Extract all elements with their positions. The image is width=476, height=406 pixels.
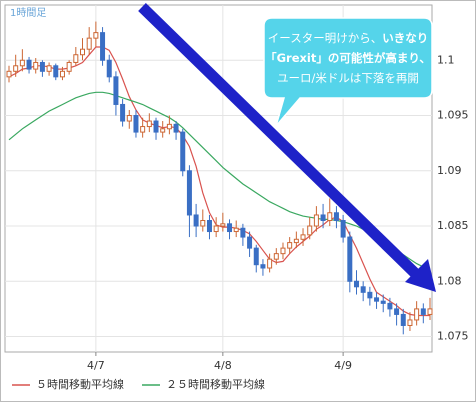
candle-body (180, 131, 186, 172)
annotation-line: ユーロ/米ドルは下落を再開 (277, 71, 419, 85)
candle-body (253, 247, 259, 266)
annotation-bubble (263, 17, 433, 127)
candle-body (347, 236, 353, 282)
candle-body (340, 219, 346, 238)
candle-body (140, 126, 146, 133)
candle-body (86, 37, 92, 50)
candle-body (113, 76, 119, 105)
y-tick-label: 1.095 (437, 109, 469, 122)
candle-body (193, 214, 199, 227)
candle-body (59, 70, 65, 78)
candle-body (327, 212, 333, 221)
candle-body (100, 32, 106, 61)
candle-body (260, 264, 266, 269)
candle-body (160, 128, 166, 133)
y-tick-label: 1.1 (437, 53, 455, 66)
candle-body (414, 308, 420, 321)
candle-body (106, 59, 112, 78)
candle-body (280, 247, 286, 255)
timeframe-label: 1時間足 (10, 7, 46, 19)
candle-body (200, 219, 206, 227)
candle-body (126, 115, 132, 122)
candle-body (407, 319, 413, 326)
candle-body (320, 214, 326, 221)
annotation-line: 「Grexit」の可能性が高まり、 (265, 51, 431, 65)
candle-body (360, 286, 366, 293)
candle-body (387, 302, 393, 310)
candle-body (367, 291, 373, 299)
candle-body (380, 300, 386, 304)
annotation-line: イースター明けから、いきなり (268, 31, 428, 45)
candle-body (133, 115, 139, 133)
candle-body (53, 65, 59, 78)
candle-body (353, 280, 359, 288)
annotation-text: ユーロ/米ドルは下落を再開 (277, 71, 419, 85)
candle-body (400, 313, 406, 326)
y-tick-label: 1.075 (437, 330, 469, 343)
candle-body (293, 238, 299, 244)
candle-body (80, 48, 86, 56)
candle-body (66, 61, 72, 72)
candle-body (307, 225, 313, 236)
annotation-text: 「Grexit」の可能性が高まり、 (265, 51, 431, 65)
candle-body (213, 225, 219, 233)
annotation-text: いきなり (382, 31, 428, 45)
candle-body (26, 59, 32, 70)
candle-body (427, 308, 433, 315)
candle-body (146, 120, 152, 128)
candle-body (186, 170, 192, 216)
x-tick-label: 4/8 (214, 359, 232, 372)
candle-body (206, 219, 212, 233)
candle-body (153, 120, 159, 133)
candle-body (220, 223, 226, 227)
arrow-head (405, 259, 436, 292)
candle-body (173, 123, 179, 133)
candle-body (247, 236, 253, 249)
y-tick-label: 1.08 (437, 274, 462, 287)
candle-body (227, 223, 233, 233)
candle-body (19, 59, 25, 67)
candle-body (46, 65, 52, 72)
trend-arrow (138, 3, 426, 284)
candle-body (6, 70, 12, 78)
candle-body (273, 253, 279, 260)
candle-body (39, 61, 45, 72)
candle-body (287, 242, 293, 249)
candle-body (240, 227, 246, 238)
legend-label: ２５時間移動平均線 (166, 377, 265, 391)
candle-body (267, 258, 273, 269)
candle-body (93, 32, 99, 39)
candle-body (313, 214, 319, 227)
candle-body (233, 227, 239, 233)
candle-body (300, 234, 306, 240)
y-tick-label: 1.09 (437, 164, 462, 177)
annotation-text: イースター明けから、 (268, 31, 382, 45)
y-tick-label: 1.085 (437, 219, 469, 232)
candle-body (33, 61, 39, 70)
candle-body (120, 103, 126, 122)
legend-label: ５時間移動平均線 (36, 377, 124, 391)
candle-body (374, 297, 380, 302)
x-tick-label: 4/9 (334, 359, 352, 372)
candle-body (73, 54, 79, 63)
ma-line (8, 91, 431, 271)
candle-body (166, 123, 172, 130)
candle-body (13, 65, 19, 72)
x-tick-label: 4/7 (87, 359, 105, 372)
candle-body (394, 308, 400, 315)
ma-line (8, 46, 430, 317)
candle-body (420, 308, 426, 315)
candle-body (333, 212, 339, 221)
